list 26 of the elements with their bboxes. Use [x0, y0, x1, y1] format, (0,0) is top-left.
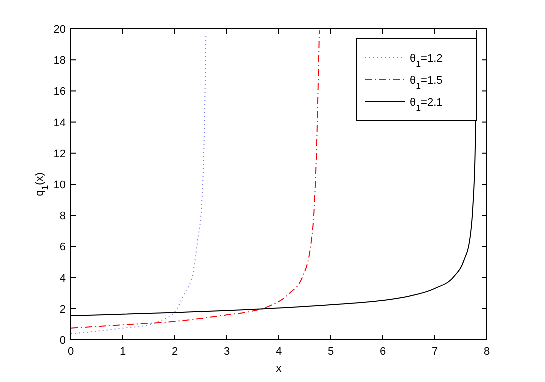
legend-label: θ$_{1}$=2.1 [410, 97, 443, 113]
x-tick-label: 2 [172, 346, 178, 358]
y-tick-label: 12 [54, 148, 66, 160]
x-tick-label: 6 [380, 346, 386, 358]
line-series [70, 30, 320, 329]
y-tick-label: 20 [54, 24, 66, 36]
x-tick-label: 1 [120, 346, 126, 358]
x-tick-label: 8 [484, 346, 490, 358]
y-tick-label: 6 [60, 242, 66, 254]
y-tick-label: 4 [60, 272, 66, 285]
y-tick-label: 8 [60, 210, 66, 223]
y-tick-label: 2 [60, 304, 66, 316]
x-tick-label: 0 [68, 346, 74, 358]
y-tick-label: 10 [54, 180, 66, 192]
y-tick-label: 0 [60, 335, 66, 347]
x-tick-label: 5 [328, 346, 334, 358]
legend-label: θ$_{1}$=1.2 [410, 53, 443, 69]
y-tick-label: 16 [54, 86, 66, 98]
legend-label: θ$_{1}$=1.5 [410, 75, 443, 91]
y-tick-label: 14 [54, 117, 66, 130]
x-tick-label: 7 [432, 346, 438, 358]
line-series [70, 33, 207, 334]
x-tick-label: 3 [224, 346, 230, 358]
x-axis-title: x [276, 363, 282, 375]
x-tick-label: 4 [276, 346, 282, 358]
y-tick-label: 18 [54, 55, 66, 68]
